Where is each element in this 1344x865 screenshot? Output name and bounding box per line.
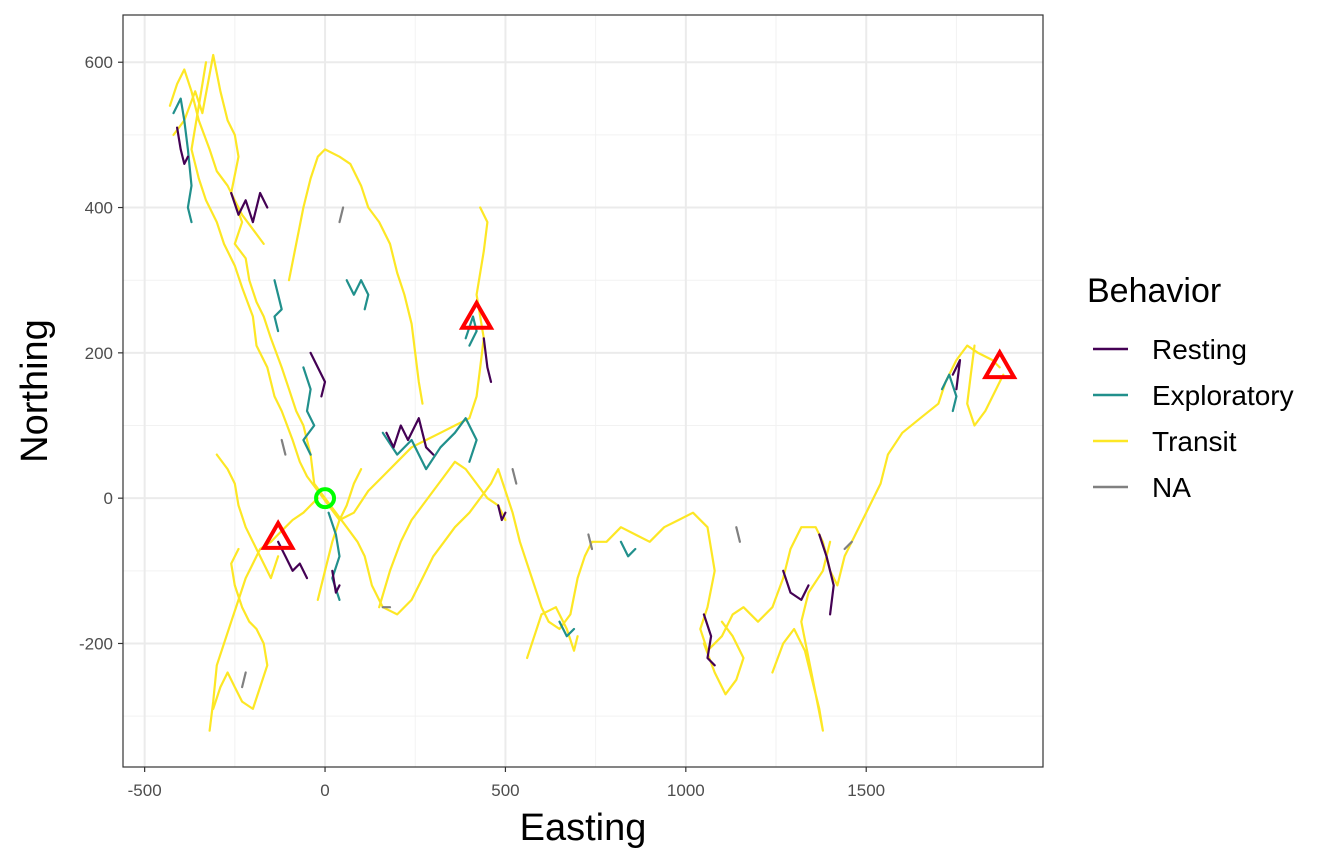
track-segment-transit: [378, 460, 507, 609]
x-tick-label: 500: [491, 781, 519, 800]
track-segment-na: [241, 671, 247, 689]
triangle-marker: [981, 348, 1018, 380]
x-axis-title: Easting: [520, 807, 647, 849]
track-segment-resting: [951, 359, 962, 391]
marker-layer: [260, 298, 1018, 550]
track-segment-transit: [168, 68, 265, 245]
x-tick-label: 0: [320, 781, 329, 800]
track-segment-transit: [190, 61, 489, 522]
track-segment-resting: [482, 337, 493, 383]
track-segment-resting: [176, 126, 189, 165]
track-segment-transit: [208, 497, 319, 732]
track-segment-resting: [277, 540, 309, 580]
track-segment-resting: [818, 533, 835, 616]
track-segment-transit: [771, 540, 832, 732]
track-segment-na: [735, 526, 742, 543]
track-segment-resting: [702, 613, 716, 667]
track-segment-exploratory: [619, 540, 637, 558]
track-segment-exploratory: [172, 97, 193, 224]
track-segment-na: [843, 540, 853, 551]
series-transit: [168, 53, 1005, 732]
track-segment-transit: [525, 606, 579, 660]
x-tick-label: 1500: [847, 781, 885, 800]
series-layer: [168, 53, 1005, 732]
track-segment-resting: [309, 351, 327, 398]
track-segment-exploratory: [940, 373, 958, 413]
track-segment-transit: [702, 620, 745, 696]
track-segment-transit: [212, 547, 269, 711]
y-tick-label: -200: [79, 634, 113, 653]
track-segment-resting: [782, 569, 810, 602]
x-axis-ticks: -500 0 500 1000 1500: [128, 767, 885, 800]
plot-panel-border: [122, 14, 1044, 768]
series-na: [241, 206, 853, 689]
y-tick-label: 600: [85, 53, 113, 72]
series-exploratory: [172, 97, 958, 638]
track-segment-na: [587, 533, 594, 551]
legend-label-exploratory: Exploratory: [1152, 380, 1294, 411]
track-segment-transit: [287, 148, 424, 405]
track-segment-exploratory: [381, 417, 478, 471]
triangle-marker: [458, 298, 495, 330]
track-segment-exploratory: [345, 279, 370, 311]
y-tick-label: 200: [85, 344, 113, 363]
track-segment-na: [511, 468, 518, 485]
minor-grid: [123, 15, 1043, 767]
track-segment-resting: [230, 191, 269, 224]
legend-label-resting: Resting: [1152, 334, 1247, 365]
track-segment-exploratory: [302, 366, 316, 456]
track-segment-transit: [316, 468, 363, 602]
track-segment-resting: [385, 417, 435, 456]
track-segment-resting: [331, 569, 341, 594]
y-tick-label: 0: [104, 489, 113, 508]
track-segment-transit: [215, 453, 280, 580]
track-segment-transit: [966, 344, 1005, 427]
track-segment-exploratory: [558, 620, 576, 638]
legend-title: Behavior: [1087, 272, 1221, 310]
x-tick-label: -500: [128, 781, 162, 800]
legend: Resting Exploratory Transit NA: [1093, 334, 1294, 503]
track-segment-na: [280, 438, 287, 456]
legend-label-transit: Transit: [1152, 426, 1237, 457]
y-tick-label: 400: [85, 199, 113, 218]
track-segment-resting: [497, 504, 507, 522]
y-axis-title: Northing: [14, 319, 56, 463]
x-tick-label: 1000: [667, 781, 705, 800]
track-segment-na: [338, 206, 345, 224]
track-segment-exploratory: [273, 279, 283, 333]
series-resting: [176, 126, 962, 667]
circle-marker: [314, 487, 337, 510]
legend-label-na: NA: [1152, 472, 1191, 503]
major-grid: [123, 15, 1043, 767]
y-axis-ticks: -200 0 200 400 600: [79, 53, 123, 653]
triangle-marker: [260, 519, 296, 550]
